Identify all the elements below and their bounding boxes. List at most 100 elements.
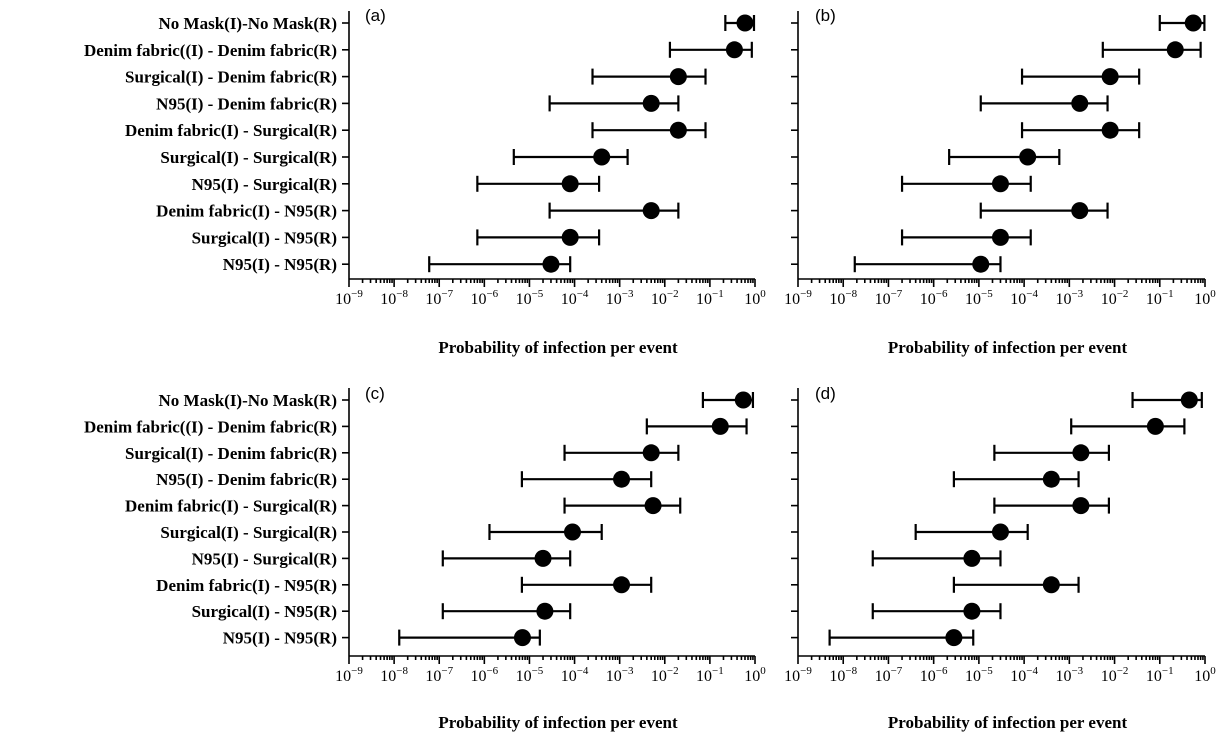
data-point: [945, 629, 963, 647]
x-tick-label: 10−6: [470, 288, 498, 308]
category-label: No Mask(I)-No Mask(R): [159, 14, 337, 33]
category-label: N95(I) - Denim fabric(R): [156, 470, 337, 489]
x-axis-label: Probability of infection per event: [438, 713, 678, 732]
x-tick-label: 10−1: [696, 288, 724, 308]
data-point: [1180, 391, 1198, 409]
x-tick-label: 100: [1194, 665, 1216, 685]
x-tick-label: 10−9: [335, 288, 363, 308]
category-label: Surgical(I) - Denim fabric(R): [125, 444, 337, 463]
panel-tag: (d): [815, 384, 836, 403]
data-point: [1146, 417, 1164, 435]
panel-tag: (a): [365, 6, 386, 25]
x-tick-label: 10−8: [380, 288, 408, 308]
x-tick-label: 10−7: [425, 665, 453, 685]
x-tick-label: 10−8: [380, 665, 408, 685]
data-point: [561, 228, 579, 246]
x-tick-label: 10−5: [516, 665, 544, 685]
category-label: Surgical(I) - Surgical(R): [160, 148, 337, 167]
category-label: Denim fabric(I) - Surgical(R): [125, 121, 337, 140]
data-point: [669, 68, 687, 86]
data-point: [542, 255, 560, 273]
x-tick-label: 10−1: [1146, 665, 1174, 685]
data-point: [736, 14, 754, 32]
category-label: N95(I) - N95(R): [223, 255, 337, 274]
x-tick-label: 10−7: [425, 288, 453, 308]
data-point: [513, 629, 531, 647]
category-label: Surgical(I) - Denim fabric(R): [125, 68, 337, 87]
data-point: [534, 549, 552, 567]
x-tick-label: 10−9: [784, 665, 812, 685]
category-label: Denim fabric(I) - Surgical(R): [125, 497, 337, 516]
data-point: [1019, 148, 1037, 166]
data-point: [1071, 94, 1089, 112]
data-point: [1101, 121, 1119, 139]
x-tick-label: 10−3: [606, 665, 634, 685]
x-tick-label: 10−7: [875, 665, 903, 685]
category-label: N95(I) - Denim fabric(R): [156, 94, 337, 113]
x-tick-label: 10−1: [696, 665, 724, 685]
data-point: [563, 523, 581, 541]
x-tick-label: 10−5: [965, 665, 993, 685]
data-point: [669, 121, 687, 139]
x-tick-label: 10−6: [920, 665, 948, 685]
data-point: [991, 175, 1009, 193]
data-point: [1042, 576, 1060, 594]
x-tick-label: 10−2: [651, 288, 679, 308]
data-point: [1071, 202, 1089, 220]
x-tick-label: 10−9: [335, 665, 363, 685]
data-point: [593, 148, 611, 166]
data-point: [644, 497, 662, 515]
data-point: [561, 175, 579, 193]
data-point: [963, 549, 981, 567]
category-label: Denim fabric(I) - N95(R): [156, 576, 337, 595]
x-tick-label: 10−2: [1101, 665, 1129, 685]
data-point: [991, 523, 1009, 541]
data-point: [991, 228, 1009, 246]
data-point: [642, 94, 660, 112]
category-label: N95(I) - Surgical(R): [192, 175, 337, 194]
x-tick-label: 10−3: [1055, 665, 1083, 685]
chart-panel: 10−9 10−8 10−7 10−6 10−5 10−4 10−3 10−2 10−1 100 P…: [784, 6, 1216, 357]
x-tick-label: 100: [1194, 288, 1216, 308]
chart-panel: 10−9 10−8 10−7 10−6 10−5 10−4 10−3 10−2 10−1 100 P…: [784, 384, 1216, 732]
category-label: No Mask(I)-No Mask(R): [159, 391, 337, 410]
x-tick-label: 10−4: [561, 665, 589, 685]
data-point: [1184, 14, 1202, 32]
x-tick-label: 10−6: [920, 288, 948, 308]
data-point: [1072, 497, 1090, 515]
x-tick-label: 10−2: [651, 665, 679, 685]
x-tick-label: 10−7: [875, 288, 903, 308]
x-tick-label: 10−5: [516, 288, 544, 308]
x-tick-label: 100: [744, 288, 766, 308]
x-tick-label: 10−4: [1010, 288, 1038, 308]
data-point: [725, 41, 743, 59]
data-point: [1101, 68, 1119, 86]
category-label: N95(I) - Surgical(R): [192, 549, 337, 568]
data-point: [711, 417, 729, 435]
chart-panel: No Mask(I)-No Mask(R) Denim fabric((I) - …: [84, 6, 766, 357]
x-axis-label: Probability of infection per event: [438, 338, 678, 357]
x-tick-label: 10−8: [829, 665, 857, 685]
data-point: [1042, 470, 1060, 488]
x-tick-label: 10−2: [1101, 288, 1129, 308]
x-axis-label: Probability of infection per event: [888, 713, 1128, 732]
x-tick-label: 10−3: [1055, 288, 1083, 308]
data-point: [972, 255, 990, 273]
chart-panel: No Mask(I)-No Mask(R) Denim fabric((I) - …: [84, 384, 766, 732]
x-axis-label: Probability of infection per event: [888, 338, 1128, 357]
data-point: [613, 470, 631, 488]
category-label: Surgical(I) - Surgical(R): [160, 523, 337, 542]
category-label: Denim fabric((I) - Denim fabric(R): [84, 41, 337, 60]
category-label: Surgical(I) - N95(R): [192, 602, 337, 621]
data-point: [1166, 41, 1184, 59]
x-tick-label: 10−6: [470, 665, 498, 685]
category-label: N95(I) - N95(R): [223, 629, 337, 648]
x-tick-label: 10−4: [1010, 665, 1038, 685]
x-tick-label: 10−4: [561, 288, 589, 308]
data-point: [963, 602, 981, 620]
category-label: Denim fabric(I) - N95(R): [156, 202, 337, 221]
data-point: [642, 444, 660, 462]
panel-tag: (b): [815, 6, 836, 25]
panel-tag: (c): [365, 384, 385, 403]
